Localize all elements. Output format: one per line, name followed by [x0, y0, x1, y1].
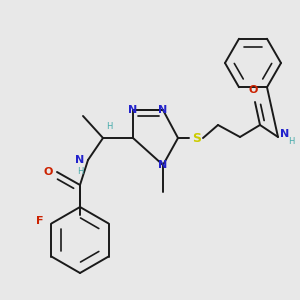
Text: N: N — [75, 155, 84, 165]
Text: O: O — [248, 85, 258, 95]
Text: H: H — [78, 167, 84, 176]
Text: N: N — [158, 160, 168, 170]
Text: N: N — [280, 129, 289, 139]
Text: S: S — [193, 131, 202, 145]
Text: F: F — [36, 215, 44, 226]
Text: O: O — [44, 167, 53, 177]
Text: N: N — [158, 105, 168, 115]
Text: H: H — [106, 122, 112, 131]
Text: N: N — [128, 105, 138, 115]
Text: H: H — [288, 137, 294, 146]
